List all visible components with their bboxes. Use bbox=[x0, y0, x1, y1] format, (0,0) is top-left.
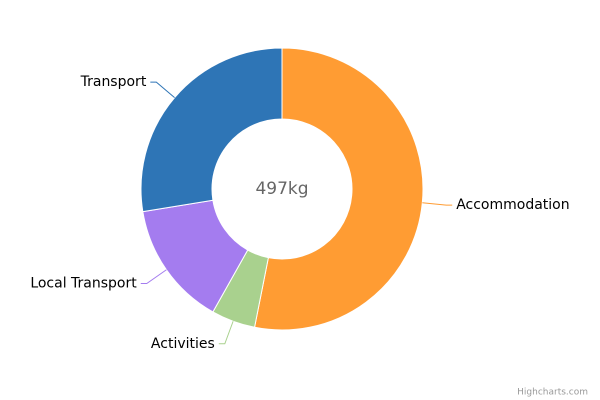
slice-label: Activities bbox=[151, 336, 215, 352]
slice-label: Local Transport bbox=[30, 276, 137, 292]
slice-label: Accommodation bbox=[456, 197, 569, 213]
slice bbox=[140, 47, 283, 213]
connector bbox=[422, 202, 453, 206]
connector bbox=[140, 269, 167, 285]
slice bbox=[253, 47, 424, 331]
credit[interactable]: Highcharts.com bbox=[517, 388, 588, 398]
slice-label: Transport bbox=[80, 74, 147, 90]
connector bbox=[218, 321, 234, 345]
connector bbox=[150, 81, 175, 99]
center-label: 497kg bbox=[255, 179, 308, 199]
